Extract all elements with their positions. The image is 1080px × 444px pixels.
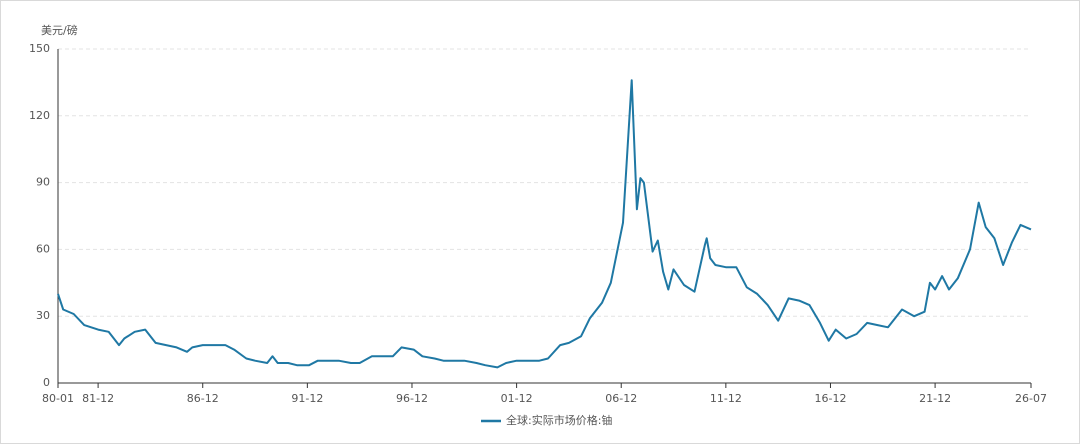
x-tick-label: 86-12 — [187, 392, 219, 405]
x-tick-label: 21-12 — [919, 392, 951, 405]
x-tick-label: 06-12 — [605, 392, 637, 405]
x-tick-label: 26-07 — [1015, 392, 1047, 405]
y-tick-label: 90 — [36, 176, 50, 189]
x-tick-label: 96-12 — [396, 392, 428, 405]
y-tick-label: 30 — [36, 309, 50, 322]
legend-label: 全球:实际市场价格:铀 — [506, 413, 612, 427]
x-tick-label: 80-01 — [42, 392, 74, 405]
data-line — [57, 79, 1032, 369]
y-tick-label: 60 — [36, 242, 50, 255]
x-tick-label: 91-12 — [291, 392, 323, 405]
x-tick-label: 16-12 — [814, 392, 846, 405]
y-axis-unit: 美元/磅 — [41, 23, 78, 37]
y-tick-label: 120 — [29, 109, 50, 122]
x-tick-label: 81-12 — [82, 392, 114, 405]
y-tick-label: 150 — [29, 42, 50, 55]
y-tick-label: 0 — [43, 376, 50, 389]
x-tick-label: 11-12 — [710, 392, 742, 405]
x-tick-label: 01-12 — [501, 392, 533, 405]
